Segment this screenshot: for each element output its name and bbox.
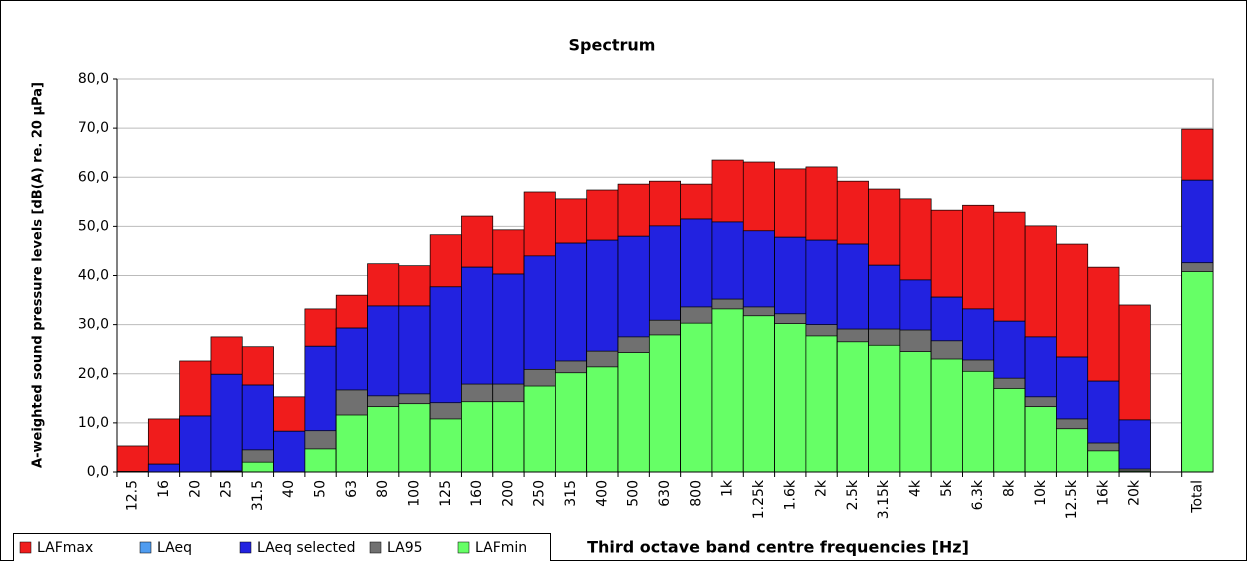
x-tick-label: 63 [344,480,360,498]
bar [305,449,336,472]
bar [461,402,492,472]
x-tick-label: 8k [1001,479,1017,497]
x-tick-label: 5k [939,479,955,497]
x-tick-label: 6.3k [970,479,986,510]
bar [712,309,743,472]
bar [148,464,179,472]
bar [493,402,524,472]
x-tick-label: 1k [720,479,736,497]
x-tick-label: 125 [438,480,454,507]
legend-swatch [458,542,469,553]
bar [931,359,962,472]
legend-label: LAeq [157,540,192,556]
x-tick-label: Total [1189,480,1205,514]
legend-swatch [20,542,31,553]
y-tick-label: 80,0 [78,71,109,87]
chart-title: Spectrum [569,36,656,55]
x-tick-label: 12.5k [1064,479,1080,519]
x-tick-label: 250 [532,480,548,507]
bar [869,345,900,472]
y-tick-label: 70,0 [78,120,109,136]
bar [399,404,430,472]
bar [117,446,148,472]
x-tick-label: 100 [406,480,422,507]
bar [681,323,712,472]
y-axis-title: A-weighted sound pressure levels [dB(A) … [31,82,46,468]
bar [336,415,367,472]
x-tick-label: 3.15k [876,479,892,519]
y-tick-label: 60,0 [78,169,109,185]
y-tick-label: 10,0 [78,415,109,431]
x-tick-label: 800 [688,480,704,507]
bar [806,336,837,472]
x-tick-label: 16 [156,480,172,498]
x-tick-label: 500 [626,480,642,507]
bar [618,353,649,472]
x-tick-label: 1.6k [782,479,798,510]
y-tick-label: 50,0 [78,218,109,234]
x-tick-label: 12.5 [125,480,141,511]
y-tick-label: 30,0 [78,317,109,333]
x-tick-label: 80 [375,480,391,498]
x-tick-label: 31.5 [250,480,266,511]
x-tick-label: 50 [313,480,329,498]
x-tick-label: 16k [1095,479,1111,506]
x-tick-label: 2.5k [845,479,861,510]
bar [242,462,273,472]
bar [1119,420,1150,472]
x-tick-label: 4k [908,479,924,497]
bar [1056,429,1087,472]
bar [1182,272,1213,472]
legend-label: LAeq selected [257,540,356,556]
bar [368,407,399,472]
legend-label: LA95 [387,540,423,556]
x-tick-label: 10k [1033,479,1049,506]
bar [274,431,305,472]
legend-swatch [140,542,151,553]
bar [430,419,461,472]
x-tick-label: 40 [281,480,297,498]
bar [775,324,806,472]
x-axis-title: Third octave band centre frequencies [Hz… [587,538,969,557]
bar [900,352,931,472]
x-tick-label: 160 [469,480,485,507]
bar [994,388,1025,472]
x-tick-label: 25 [219,480,235,498]
x-tick-label: 315 [563,480,579,507]
y-tick-label: 20,0 [78,366,109,382]
x-tick-label: 1.25k [751,479,767,519]
legend-label: LAFmax [37,540,93,556]
bar [211,374,242,472]
x-tick-label: 20 [187,480,203,498]
bar [587,367,618,472]
bar [1025,407,1056,472]
legend-swatch [370,542,381,553]
legend-label: LAFmin [475,540,527,556]
bar [837,342,868,472]
x-tick-label: 200 [500,480,516,507]
bar [743,316,774,472]
bar [555,373,586,472]
x-tick-label: 400 [594,480,610,507]
bar [1088,451,1119,472]
x-tick-label: 2k [814,479,830,497]
bar [524,386,555,472]
legend-swatch [240,542,251,553]
y-tick-label: 0,0 [87,464,109,480]
bar [180,416,211,472]
bar [962,371,993,472]
bar [649,335,680,472]
x-tick-label: 630 [657,480,673,507]
y-tick-label: 40,0 [78,268,109,284]
x-tick-label: 20k [1127,479,1143,506]
